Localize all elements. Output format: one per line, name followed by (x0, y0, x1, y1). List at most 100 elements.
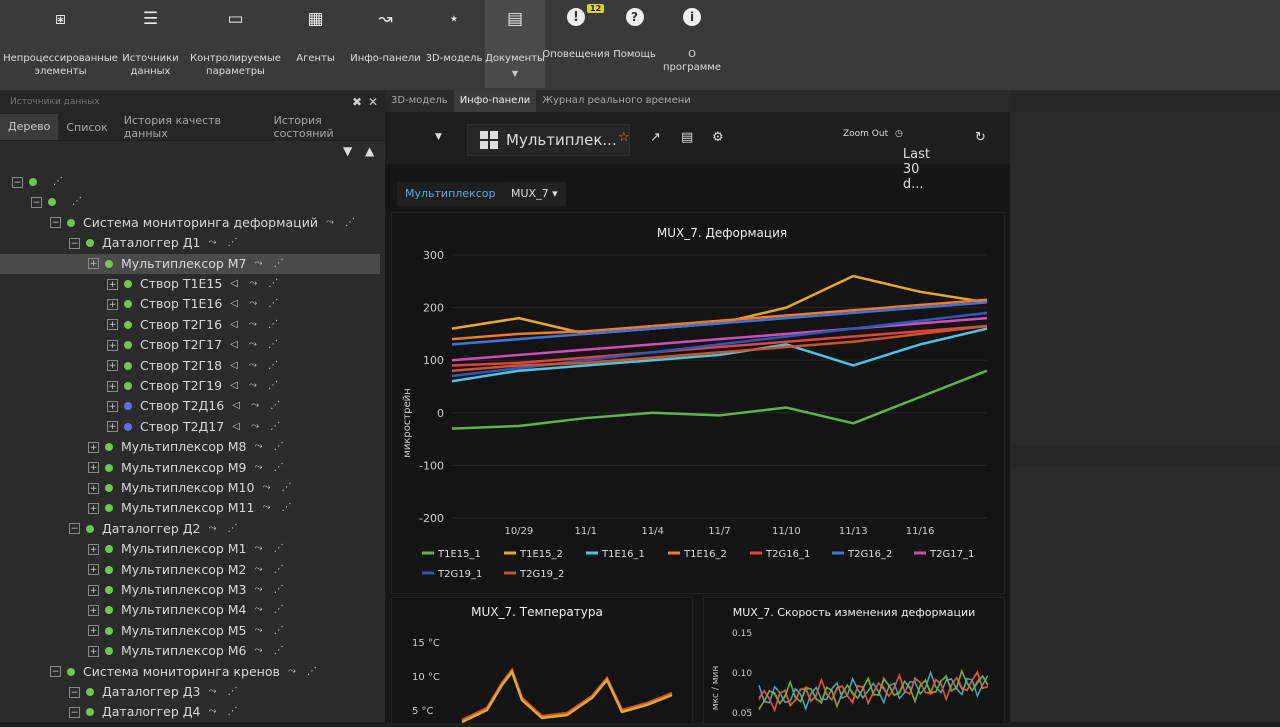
tree-node[interactable]: + Створ Т2Д16 ◁ ⤳ ⋰ (0, 396, 380, 416)
legend-item[interactable]: T1E16_2 (683, 549, 727, 560)
toolbar-documents-button[interactable]: ▤ Документы ▼ (485, 0, 545, 88)
legend-item[interactable]: T2G19_1 (437, 569, 482, 580)
temperature-chart[interactable]: MUX_7. Температура 15 °C 10 °C 5 °C (392, 598, 692, 723)
expand-toggle-icon[interactable]: + (107, 381, 118, 392)
series-line-T1E15_1[interactable] (452, 371, 987, 429)
tab-tree[interactable]: Дерево (0, 114, 58, 140)
tree-node[interactable]: − Даталоггер Д3 ⤳ ⋰ (0, 682, 380, 702)
node-actions-icon[interactable]: ⤳ ⋰ (288, 662, 321, 682)
expand-toggle-icon[interactable]: + (88, 625, 99, 636)
share-icon[interactable]: ↗ (650, 130, 661, 145)
tree-node[interactable]: − ⋰ (0, 192, 380, 212)
expand-toggle-icon[interactable]: − (69, 687, 80, 698)
expand-toggle-icon[interactable]: + (88, 544, 99, 555)
zoom-out-button[interactable]: Zoom Out (843, 129, 888, 139)
node-actions-icon[interactable]: ⤳ ⋰ (255, 621, 288, 641)
tree-node[interactable]: + Мультиплексор М2 ⤳ ⋰ (0, 560, 380, 580)
expand-toggle-icon[interactable]: + (88, 483, 99, 494)
deformation-chart[interactable]: MUX_7. Деформация микрострейн 300 200 100 0… (392, 213, 1004, 593)
expand-toggle-icon[interactable]: − (69, 707, 80, 718)
tree-node[interactable]: + Мультиплексор М9 ⤳ ⋰ (0, 458, 380, 478)
toolbar-agents-button[interactable]: ▦ Агенты (283, 0, 348, 88)
expand-toggle-icon[interactable]: + (88, 605, 99, 616)
expand-toggle-icon[interactable]: + (107, 421, 118, 432)
node-actions-icon[interactable]: ◁ ⤳ ⋰ (230, 274, 282, 294)
legend-item[interactable]: T2G19_2 (519, 569, 564, 580)
series-line-T2G16_1[interactable] (452, 326, 987, 365)
tree-node[interactable]: + Мультиплексор М3 ⤳ ⋰ (0, 580, 380, 600)
node-actions-icon[interactable]: ⤳ ⋰ (255, 437, 288, 457)
toolbar-help-button[interactable]: ? Помощь (607, 0, 662, 88)
toolbar-about-button[interactable]: i О программе (662, 0, 722, 88)
tree-node[interactable]: + Створ Т2Г17 ◁ ⤳ ⋰ (0, 335, 380, 355)
expand-toggle-icon[interactable]: + (88, 442, 99, 453)
expand-toggle-icon[interactable]: + (88, 585, 99, 596)
toolbar-unprocessed-button[interactable]: ⧆ Непроцессированные элементы (8, 0, 113, 88)
tree-node[interactable]: − Даталоггер Д2 ⤳ ⋰ (0, 519, 380, 539)
tree-node[interactable]: − Система мониторинга деформаций ⤳ ⋰ (0, 213, 380, 233)
legend-item[interactable]: T1E16_1 (601, 549, 645, 560)
temperature-series-line[interactable] (462, 670, 672, 720)
tree-node[interactable]: + Створ Т1Е15 ◁ ⤳ ⋰ (0, 274, 380, 294)
tab-quality-history[interactable]: История качеств данных (116, 114, 266, 140)
tab-state-history[interactable]: История состояний (266, 114, 385, 140)
tree-node[interactable]: + Мультиплексор М8 ⤳ ⋰ (0, 437, 380, 457)
toolbar-3d-model-button[interactable]: ⋆ 3D-модель (423, 0, 485, 88)
node-actions-icon[interactable]: ◁ ⤳ ⋰ (230, 356, 282, 376)
tree-node[interactable]: + Мультиплексор М5 ⤳ ⋰ (0, 621, 380, 641)
expand-toggle-icon[interactable]: + (107, 340, 118, 351)
node-actions-icon[interactable]: ⤳ ⋰ (208, 233, 241, 253)
refresh-icon[interactable]: ↻ (975, 130, 986, 145)
expand-toggle-icon[interactable]: − (69, 523, 80, 534)
toolbar-dashboards-button[interactable]: ↝ Инфо-панели (348, 0, 423, 88)
legend-item[interactable]: T2G16_2 (847, 549, 892, 560)
sort-down-icon[interactable]: ▼ (343, 144, 352, 158)
toolbar-parameters-button[interactable]: ▭ Контролируемые параметры (188, 0, 283, 88)
tree-node[interactable]: + Створ Т2Г19 ◁ ⤳ ⋰ (0, 376, 380, 396)
node-actions-icon[interactable]: ◁ ⤳ ⋰ (232, 417, 284, 437)
node-actions-icon[interactable]: ◁ ⤳ ⋰ (230, 335, 282, 355)
toolbar-data-sources-button[interactable]: ☰ Источники данных (113, 0, 188, 88)
tab-list[interactable]: Список (58, 121, 115, 134)
expand-toggle-icon[interactable]: + (107, 299, 118, 310)
time-range-picker[interactable]: ◷ Last 30 d... (895, 129, 903, 139)
node-actions-icon[interactable]: ⤳ ⋰ (255, 600, 288, 620)
tree-node[interactable]: + Мультиплексор М4 ⤳ ⋰ (0, 600, 380, 620)
node-actions-icon[interactable]: ⋰ (72, 192, 86, 212)
expand-toggle-icon[interactable]: − (50, 217, 61, 228)
tree-node[interactable]: − Система мониторинга кренов ⤳ ⋰ (0, 662, 380, 682)
node-actions-icon[interactable]: ◁ ⤳ ⋰ (230, 315, 282, 335)
pin-icon[interactable]: ✖ (352, 90, 362, 114)
node-actions-icon[interactable]: ◁ ⤳ ⋰ (232, 396, 284, 416)
expand-toggle-icon[interactable]: + (88, 258, 99, 269)
tree-node[interactable]: + Мультиплексор М10 ⤳ ⋰ (0, 478, 380, 498)
expand-toggle-icon[interactable]: + (88, 503, 99, 514)
gear-icon[interactable]: ⚙ (712, 130, 724, 145)
tree-node[interactable]: + Мультиплексор М6 ⤳ ⋰ (0, 641, 380, 661)
tree-node[interactable]: + Створ Т2Д17 ◁ ⤳ ⋰ (0, 417, 380, 437)
node-actions-icon[interactable]: ⤳ ⋰ (208, 519, 241, 539)
tab-3d-model[interactable]: 3D-модель (385, 90, 454, 112)
node-actions-icon[interactable]: ⤳ ⋰ (255, 560, 288, 580)
node-actions-icon[interactable]: ◁ ⤳ ⋰ (230, 294, 282, 314)
tree-node[interactable]: + Створ Т2Г18 ◁ ⤳ ⋰ (0, 356, 380, 376)
node-actions-icon[interactable]: ⤳ ⋰ (262, 498, 295, 518)
expand-toggle-icon[interactable]: + (107, 401, 118, 412)
save-icon[interactable]: ▤ (681, 130, 693, 145)
expand-toggle-icon[interactable]: + (107, 319, 118, 330)
tree-node[interactable]: + Створ Т2Г16 ◁ ⤳ ⋰ (0, 315, 380, 335)
legend-item[interactable]: T1E15_1 (437, 549, 481, 560)
node-actions-icon[interactable]: ⤳ ⋰ (262, 478, 295, 498)
rate-chart[interactable]: MUX_7. Скорость изменения деформации мкс… (704, 598, 1004, 723)
toolbar-alerts-button[interactable]: ! 12 Оповещения (545, 0, 607, 88)
dashboard-title-button[interactable]: Мультиплек... (467, 124, 630, 156)
legend-item[interactable]: T2G17_1 (929, 549, 974, 560)
tree-node[interactable]: + Мультиплексор М1 ⤳ ⋰ (0, 539, 380, 559)
expand-toggle-icon[interactable]: − (50, 666, 61, 677)
node-actions-icon[interactable]: ⤳ ⋰ (208, 682, 241, 702)
dropdown-caret-icon[interactable]: ▼ (435, 132, 442, 142)
legend-item[interactable]: T2G16_1 (765, 549, 810, 560)
node-actions-icon[interactable]: ⋰ (53, 172, 67, 192)
tab-realtime-log[interactable]: Журнал реального времени (536, 90, 697, 112)
close-icon[interactable]: ✕ (368, 90, 378, 114)
